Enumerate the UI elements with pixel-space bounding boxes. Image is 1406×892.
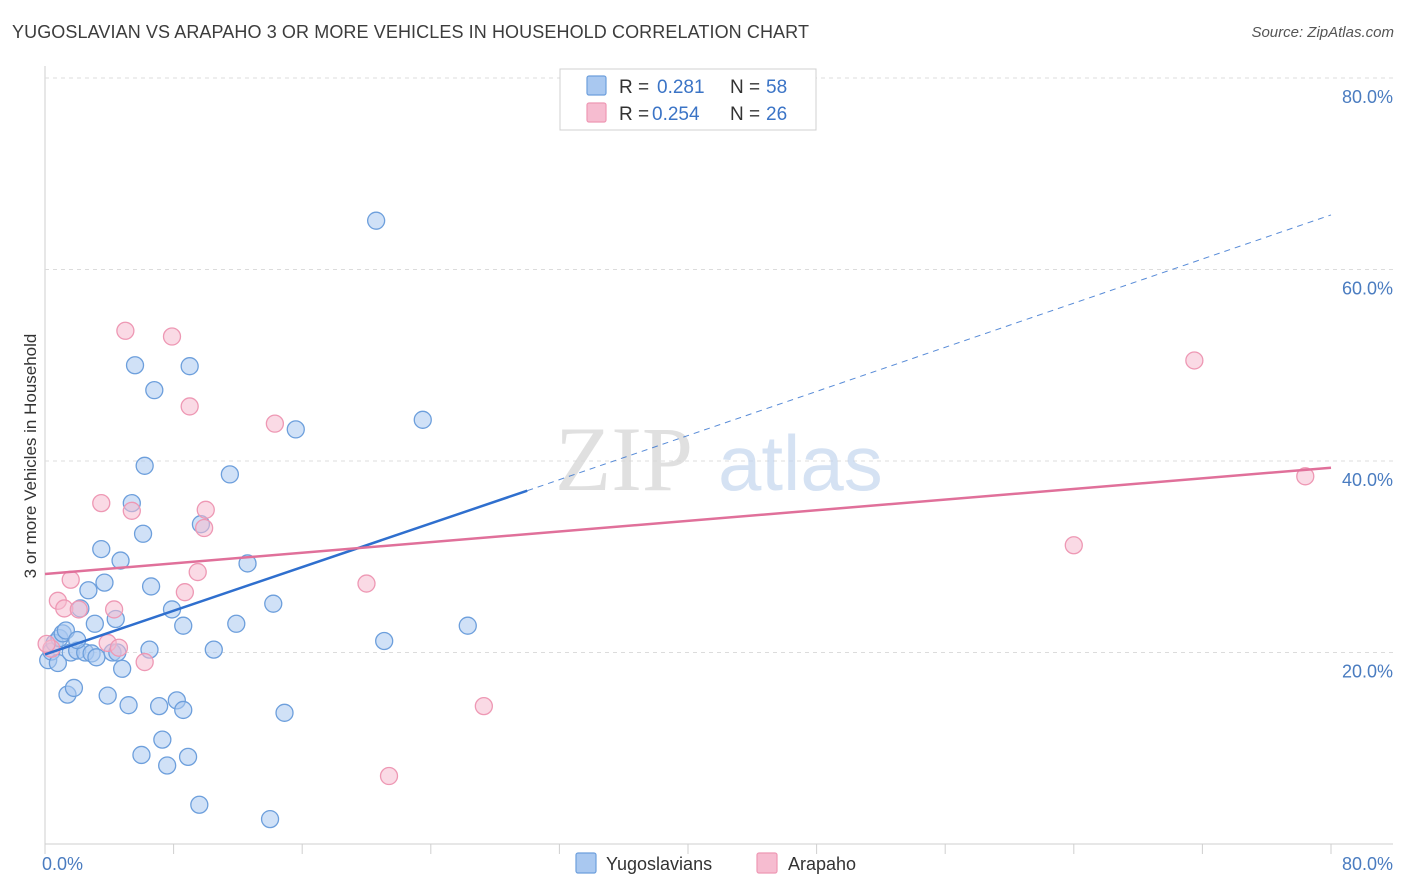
- yugoslavians-point-43: [204, 640, 223, 659]
- stats-legend: R = 0.281 N = 58 R = 0.254 N = 26: [559, 68, 817, 131]
- arapaho-point-5: [92, 493, 111, 513]
- arapaho-point-20: [379, 766, 399, 786]
- arapaho-point-16: [194, 518, 214, 538]
- y-tick-label-40: 40.0%: [1342, 470, 1393, 490]
- yugoslavians-point-54: [458, 616, 477, 635]
- yugoslavians-point-29: [141, 577, 161, 596]
- yugoslavians-point-15: [85, 614, 104, 633]
- arapaho-point-7: [104, 600, 124, 619]
- x-tick-label-min: 0.0%: [42, 854, 83, 874]
- yugoslavians-point-38: [174, 616, 193, 635]
- watermark-zip: ZIP: [555, 408, 693, 510]
- yugoslavians-point-50: [286, 420, 305, 439]
- arapaho-point-21: [474, 696, 493, 716]
- arapaho-point-8: [109, 638, 129, 657]
- arapaho-point-25: [37, 634, 56, 654]
- yugoslavians-point-22: [111, 551, 130, 570]
- bottom-legend-label-arapaho: Arapaho: [788, 854, 856, 874]
- watermark-atlas: atlas: [718, 419, 883, 507]
- yugoslavians-point-52: [375, 631, 394, 651]
- arapaho-point-23: [1185, 351, 1204, 370]
- series-arapaho-points: [37, 321, 1315, 786]
- yugoslavians-point-40: [180, 357, 199, 376]
- arapaho-point-22: [1064, 536, 1083, 555]
- yugoslavians-point-27: [133, 524, 153, 543]
- grid-lines: [44, 66, 1393, 854]
- arapaho-point-11: [135, 652, 154, 672]
- arapaho-point-12: [162, 327, 182, 346]
- arapaho-point-14: [180, 397, 199, 416]
- trend-lines: [44, 214, 1332, 656]
- yugoslavians-point-13: [79, 581, 98, 600]
- legend-swatch-arapaho: [586, 102, 607, 123]
- yugoslavians-point-47: [260, 809, 280, 829]
- yugoslavians-point-46: [238, 554, 257, 573]
- yugoslavians-point-23: [113, 659, 132, 678]
- yugoslavians-point-17: [92, 539, 111, 559]
- y-axis-label: 3 or more Vehicles in Household: [21, 334, 40, 579]
- legend-r-value-arapaho: 0.254: [652, 104, 700, 125]
- trend-yugoslavians-dashed: [527, 214, 1332, 492]
- yugoslavians-point-26: [132, 745, 151, 765]
- trend-arapaho: [44, 466, 1332, 576]
- chart-title: YUGOSLAVIAN VS ARAPAHO 3 OR MORE VEHICLE…: [12, 22, 810, 42]
- legend-r-label-yugoslavians: R =: [619, 77, 649, 98]
- yugoslavians-point-48: [264, 594, 283, 613]
- arapaho-point-3: [61, 570, 80, 589]
- legend-r-label-arapaho: R =: [619, 104, 649, 125]
- legend-r-value-yugoslavians: 0.281: [657, 77, 705, 98]
- arapaho-point-19: [357, 574, 376, 593]
- arapaho-point-24: [1296, 467, 1315, 486]
- arapaho-point-10: [122, 501, 141, 520]
- y-tick-label-80: 80.0%: [1342, 87, 1393, 107]
- yugoslavians-point-24: [119, 696, 138, 715]
- bottom-legend-swatch-yugoslavians: [575, 852, 597, 874]
- yugoslavians-point-44: [220, 465, 240, 484]
- yugoslavians-point-16: [87, 648, 106, 667]
- yugoslavians-point-34: [158, 756, 177, 775]
- yugoslavians-point-37: [174, 700, 193, 720]
- legend-n-value-yugoslavians: 58: [766, 77, 787, 98]
- legend-n-label-arapaho: N =: [730, 104, 760, 125]
- bottom-legend-swatch-arapaho: [756, 852, 778, 874]
- yugoslavians-point-53: [413, 410, 432, 429]
- legend-n-label-yugoslavians: N =: [730, 77, 760, 98]
- arapaho-point-17: [196, 500, 215, 519]
- yugoslavians-point-33: [153, 730, 172, 749]
- yugoslavians-point-55: [125, 356, 145, 375]
- arapaho-point-18: [265, 414, 285, 433]
- y-tick-label-60: 60.0%: [1342, 279, 1393, 299]
- y-tick-labels: 20.0% 40.0% 60.0% 80.0%: [1342, 87, 1393, 682]
- yugoslavians-point-9: [64, 678, 84, 698]
- legend-swatch-yugoslavians: [586, 75, 607, 96]
- arapaho-point-4: [69, 600, 88, 619]
- legend-n-value-arapaho: 26: [766, 104, 787, 125]
- x-tick-label-max: 80.0%: [1342, 854, 1393, 874]
- watermark: ZIP atlas: [555, 408, 883, 510]
- yugoslavians-point-31: [145, 380, 164, 400]
- yugoslavians-point-19: [98, 686, 117, 705]
- yugoslavians-point-41: [190, 795, 209, 814]
- y-tick-label-20: 20.0%: [1342, 662, 1393, 682]
- series-yugoslavians-points: [39, 211, 477, 829]
- yugoslavians-point-51: [366, 211, 386, 230]
- yugoslavians-point-39: [178, 747, 198, 767]
- yugoslavians-point-32: [149, 696, 169, 716]
- trend-yugoslavians-solid: [44, 489, 528, 656]
- bottom-legend-label-yugoslavians: Yugoslavians: [606, 854, 712, 874]
- yugoslavians-point-28: [135, 456, 154, 475]
- arapaho-point-13: [175, 583, 195, 602]
- yugoslavians-point-45: [227, 614, 246, 633]
- yugoslavians-point-49: [275, 703, 294, 722]
- yugoslavians-point-18: [95, 573, 114, 592]
- series-legend: Yugoslavians Arapaho: [575, 852, 856, 874]
- arapaho-point-15: [188, 562, 207, 582]
- arapaho-point-9: [116, 321, 135, 340]
- source-label: Source: ZipAtlas.com: [1251, 24, 1394, 41]
